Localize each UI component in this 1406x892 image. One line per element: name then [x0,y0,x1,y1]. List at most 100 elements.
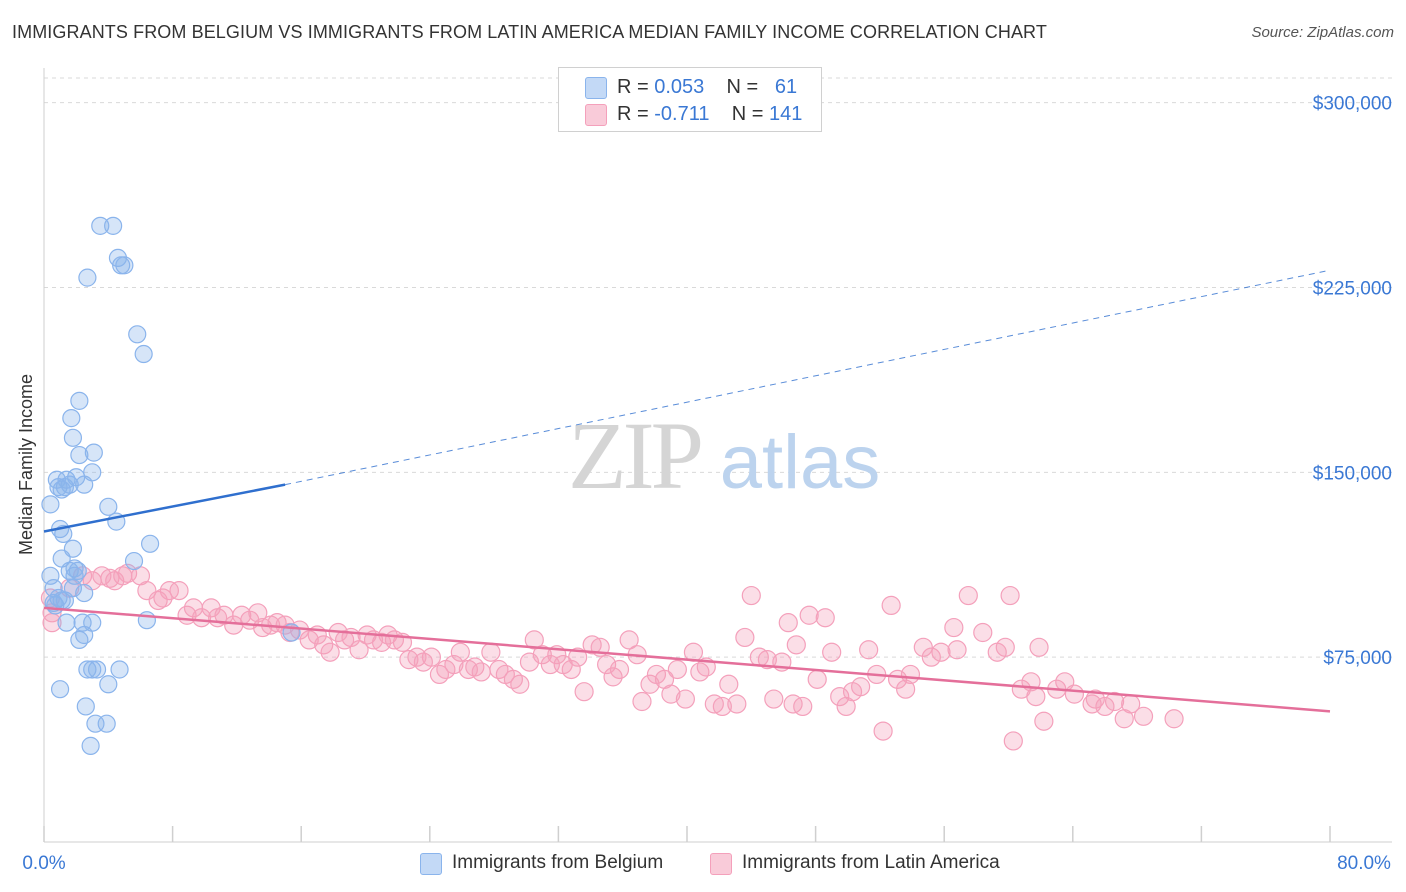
latin-america-point [465,657,485,677]
belgium-point [75,625,94,645]
y-axis-label: Median Family Income [16,373,36,555]
latin-america-point [1082,694,1102,714]
chart-title: IMMIGRANTS FROM BELGIUM VS IMMIGRANTS FR… [12,22,1047,42]
latin-america-point [830,686,850,707]
latin-america-point [532,645,552,665]
latin-swatch [585,104,607,126]
belgium-point [65,559,84,578]
latin-america-point [153,588,173,608]
latin-legend-label: Immigrants from Latin America [742,852,1000,873]
latin-america-point [421,647,442,667]
belgium-point [134,344,153,364]
series-belgium-points [41,216,301,755]
belgium-point [70,391,89,410]
latin-america-point [429,664,450,685]
latin-america-point [873,721,893,741]
belgium-legend-swatch [420,853,442,875]
latin-america-point [503,669,523,689]
belgium-point [57,613,76,632]
watermark: ZIP atlas [568,402,880,509]
latin-america-point [603,667,623,687]
stats-legend: R = 0.053 N = 61 R = -0.711 N = 141 [558,67,822,132]
belgium-point [97,714,116,733]
latin-america-point [815,608,835,628]
latin-america-point [944,617,964,638]
trend-lines [43,269,1331,713]
n-value: 141 [768,103,803,125]
latin-america-point [574,682,594,702]
latin-america-point [807,669,827,689]
latin-america-point [786,635,806,655]
latin-america-point [741,585,761,606]
latin-america-point [675,689,695,709]
latin-america-point [704,694,724,714]
belgium-point [87,660,107,679]
gridlines [44,77,1392,658]
latin-america-point [661,684,681,704]
belgium-legend-label: Immigrants from Belgium [452,852,664,873]
latin-america-point [524,630,544,650]
belgium-point [115,256,134,275]
belgium-point [50,680,70,699]
belgium-point [49,478,68,497]
latin-america-point [471,662,491,682]
latin-america-point [921,647,941,667]
latin-america-point [712,696,732,717]
latin-america-trend-line [43,606,1331,713]
n-label: N = [731,103,764,125]
latin-america-point [799,605,819,625]
source-label: Source: ZipAtlas.com [1251,24,1394,41]
latin-america-point [900,664,921,685]
latin-america-point [881,595,901,616]
belgium-point [78,268,97,287]
belgium-point [99,675,118,694]
belgium-point [76,697,95,716]
belgium-point [137,611,156,630]
latin-america-point [896,679,916,699]
latin-america-point [640,674,660,694]
r-label: R = [617,76,649,98]
y-tick-label: $150,000 [1313,463,1392,484]
latin-america-point [561,659,581,680]
latin-america-point [489,659,509,680]
latin-america-point [913,637,933,657]
belgium-point [75,583,94,603]
latin-america-point [248,603,268,623]
latin-america-point [632,691,652,712]
latin-america-point [314,635,334,655]
belgium-point [140,534,160,553]
n-label: N = [726,76,759,98]
latin-america-point [757,650,777,670]
latin-america-point [859,640,879,660]
watermark-zip: ZIP [568,402,701,509]
belgium-point [52,591,71,610]
latin-america-point [958,585,978,606]
belgium-trend-extension [285,269,1331,486]
belgium-point [55,478,74,497]
latin-america-point [735,627,755,648]
axes [43,68,1392,843]
latin-america-point [727,694,747,714]
latin-america-point [1026,686,1046,707]
latin-america-point [973,622,993,643]
belgium-swatch [585,77,607,99]
latin-america-point [597,654,617,675]
belgium-trend-line [43,483,286,533]
x-tick-label-start: 0.0% [22,853,65,874]
latin-america-point [450,642,470,662]
belgium-point [84,443,103,462]
latin-america-point [399,650,419,670]
latin-america-point [582,635,602,655]
latin-america-point [1121,694,1141,714]
latin-america-point [159,581,179,601]
belgium-point [78,660,97,679]
r-value: 0.053 [654,76,705,98]
latin-america-point [719,674,739,694]
r-value: -0.711 [654,103,710,125]
y-tick-label: $75,000 [1323,648,1392,669]
watermark-atlas: atlas [720,420,881,505]
n-value: 61 [774,76,798,98]
latin-america-point [191,608,212,628]
belgium-point [99,497,118,516]
